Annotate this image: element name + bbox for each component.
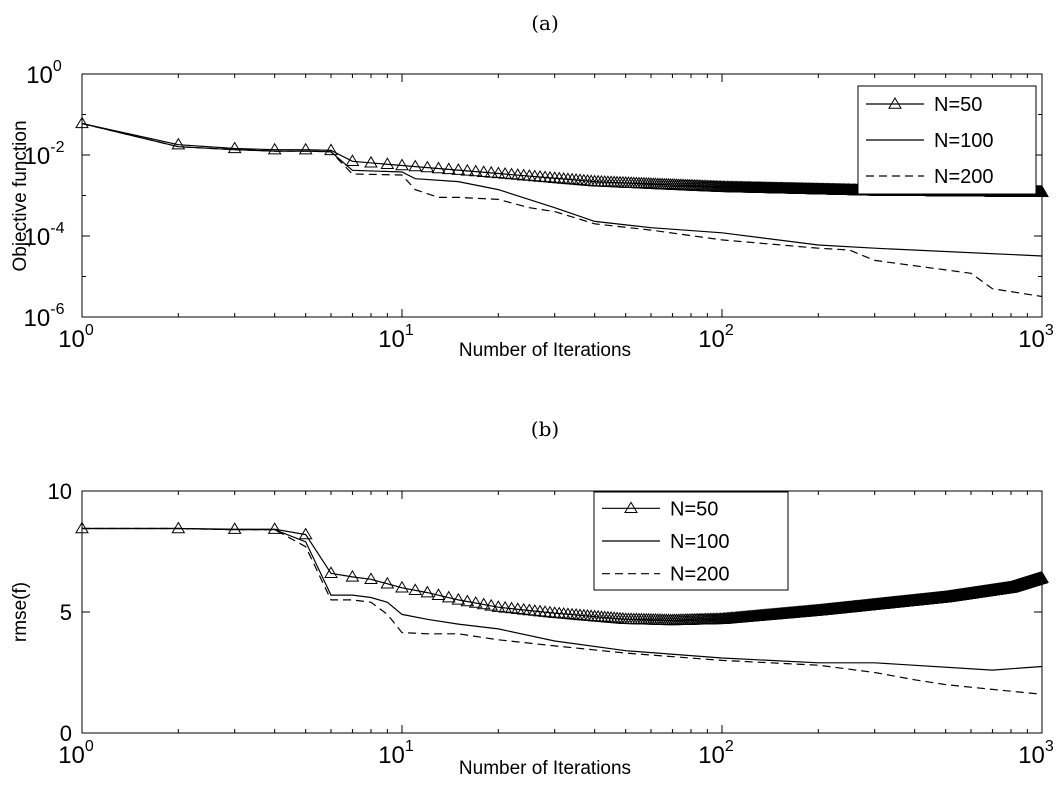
triangle-marker — [476, 597, 491, 610]
triangle-marker — [298, 527, 313, 540]
triangle-marker — [659, 613, 674, 626]
legend-label: N=50 — [670, 498, 718, 520]
panel-a-label: (a) — [531, 11, 559, 35]
triangle-marker — [468, 164, 483, 177]
panel-b-ylabel: rmse(f) — [10, 582, 31, 642]
triangle-marker — [298, 142, 313, 155]
legend-label: N=100 — [934, 130, 994, 152]
triangle-marker — [345, 569, 360, 582]
triangle-marker — [491, 166, 506, 179]
panel-a-xlabel: Number of Iterations — [459, 340, 631, 361]
triangle-marker — [538, 605, 552, 617]
series-markers-n50 — [75, 521, 1049, 626]
legend-label: N=200 — [670, 564, 730, 586]
triangle-marker — [468, 596, 483, 608]
x-tick-label: 101 — [378, 738, 414, 769]
legend-label: N=200 — [934, 166, 994, 188]
triangle-marker — [657, 177, 672, 190]
panel-b-tick-labels: 100 101 102 103 0 5 10 — [48, 479, 1054, 769]
legend-label: N=50 — [934, 94, 982, 116]
series-line-n200 — [81, 122, 1043, 298]
triangle-marker — [324, 143, 338, 156]
y-tick-label: 0 — [60, 721, 72, 746]
triangle-marker — [1035, 571, 1049, 583]
chart-panel-b: (b) 100 101 102 103 0 5 10 Number of Iteration… — [10, 417, 1054, 779]
triangle-marker — [324, 566, 338, 578]
panel-a-ylabel: Objective function — [10, 120, 31, 271]
panel-b-xlabel: Number of Iterations — [459, 758, 631, 779]
panel-b-series-lines — [75, 521, 1049, 695]
triangle-marker — [431, 161, 446, 174]
triangle-marker — [888, 97, 902, 109]
triangle-marker — [659, 177, 674, 190]
triangle-marker — [420, 585, 435, 598]
y-tick-label: 10-2 — [24, 139, 65, 170]
triangle-marker — [395, 158, 409, 171]
y-tick-label: 10-6 — [24, 301, 65, 332]
triangle-marker — [1035, 185, 1049, 197]
triangle-marker — [408, 583, 423, 596]
triangle-marker — [451, 163, 466, 175]
triangle-marker — [380, 576, 395, 589]
panel-b-legend: N=50 N=100 N=200 — [593, 491, 789, 591]
x-tick-label: 102 — [698, 738, 734, 769]
triangle-marker — [395, 580, 409, 593]
triangle-marker — [227, 141, 242, 154]
y-tick-label: 100 — [26, 58, 62, 89]
x-tick-label: 103 — [1018, 738, 1054, 769]
series-line-n200 — [82, 527, 1043, 695]
triangle-marker — [460, 163, 475, 176]
triangle-marker — [498, 167, 512, 179]
triangle-marker — [655, 613, 670, 625]
x-tick-label: 103 — [1018, 322, 1054, 353]
y-tick-label: 10-4 — [24, 220, 65, 251]
triangle-marker — [460, 594, 475, 607]
triangle-marker — [227, 522, 242, 534]
triangle-marker — [267, 142, 282, 155]
panel-a-tick-labels: 100 101 102 103 100 10-2 10-4 10-6 — [24, 58, 1054, 353]
series-line-n50 — [81, 122, 1043, 193]
triangle-marker — [476, 165, 491, 177]
triangle-marker — [655, 177, 670, 190]
triangle-marker — [364, 572, 378, 585]
series-line-n100 — [82, 527, 1043, 671]
x-tick-label: 100 — [58, 738, 94, 769]
x-tick-label: 101 — [378, 322, 414, 353]
triangle-marker — [441, 162, 456, 175]
triangle-marker — [171, 521, 186, 534]
triangle-marker — [533, 604, 547, 617]
triangle-marker — [657, 613, 672, 625]
triangle-marker — [431, 588, 446, 600]
triangle-marker — [484, 598, 499, 611]
triangle-marker — [408, 159, 423, 172]
y-tick-label: 5 — [60, 600, 72, 625]
x-tick-label: 100 — [58, 322, 94, 353]
triangle-marker — [661, 177, 676, 190]
triangle-marker — [491, 600, 506, 612]
panel-a-legend: N=50 N=100 N=200 — [857, 85, 1037, 195]
triangle-marker — [420, 160, 435, 173]
triangle-marker — [451, 592, 466, 605]
triangle-marker — [380, 157, 395, 169]
triangle-marker — [267, 522, 282, 534]
triangle-marker — [364, 155, 378, 168]
triangle-marker — [171, 137, 186, 150]
x-tick-label: 102 — [698, 322, 734, 353]
triangle-marker — [624, 501, 638, 514]
legend-label: N=100 — [670, 531, 730, 553]
triangle-marker — [75, 521, 89, 534]
triangle-marker — [441, 590, 456, 603]
chart-panel-a: (a) 100 101 102 103 100 10-2 10-4 10-6 Number o… — [10, 11, 1054, 361]
triangle-marker — [484, 165, 499, 178]
panel-b-label: (b) — [531, 417, 559, 441]
panel-a-ticks — [81, 73, 1043, 318]
triangle-marker — [345, 154, 360, 166]
triangle-marker — [498, 600, 512, 613]
triangle-marker — [543, 605, 557, 618]
triangle-marker — [75, 116, 89, 129]
y-tick-label: 10 — [48, 479, 72, 504]
